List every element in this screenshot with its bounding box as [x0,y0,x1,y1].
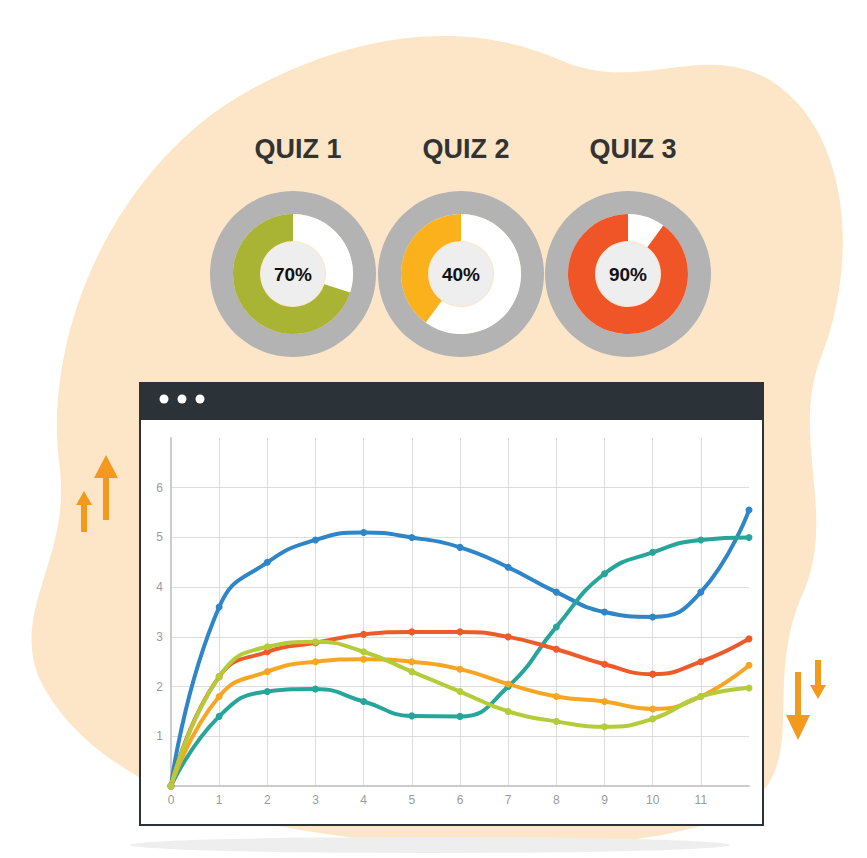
svg-text:2: 2 [264,793,271,807]
svg-text:2: 2 [156,680,163,694]
svg-text:3: 3 [156,630,163,644]
svg-text:QUIZ 3: QUIZ 3 [589,134,676,164]
svg-text:4: 4 [360,793,367,807]
svg-text:5: 5 [156,530,163,544]
svg-text:7: 7 [505,793,512,807]
svg-text:8: 8 [553,793,560,807]
svg-text:70%: 70% [274,264,312,285]
svg-text:5: 5 [408,793,415,807]
svg-text:1: 1 [216,793,223,807]
svg-text:10: 10 [646,793,660,807]
svg-text:QUIZ 2: QUIZ 2 [422,134,509,164]
svg-text:1: 1 [156,729,163,743]
svg-text:QUIZ 1: QUIZ 1 [254,134,341,164]
svg-text:9: 9 [601,793,608,807]
svg-text:4: 4 [156,580,163,594]
svg-text:6: 6 [457,793,464,807]
svg-text:40%: 40% [442,264,480,285]
svg-text:11: 11 [695,793,708,807]
svg-text:3: 3 [312,793,319,807]
svg-text:6: 6 [156,481,163,495]
svg-text:0: 0 [168,793,175,807]
svg-text:90%: 90% [609,264,647,285]
